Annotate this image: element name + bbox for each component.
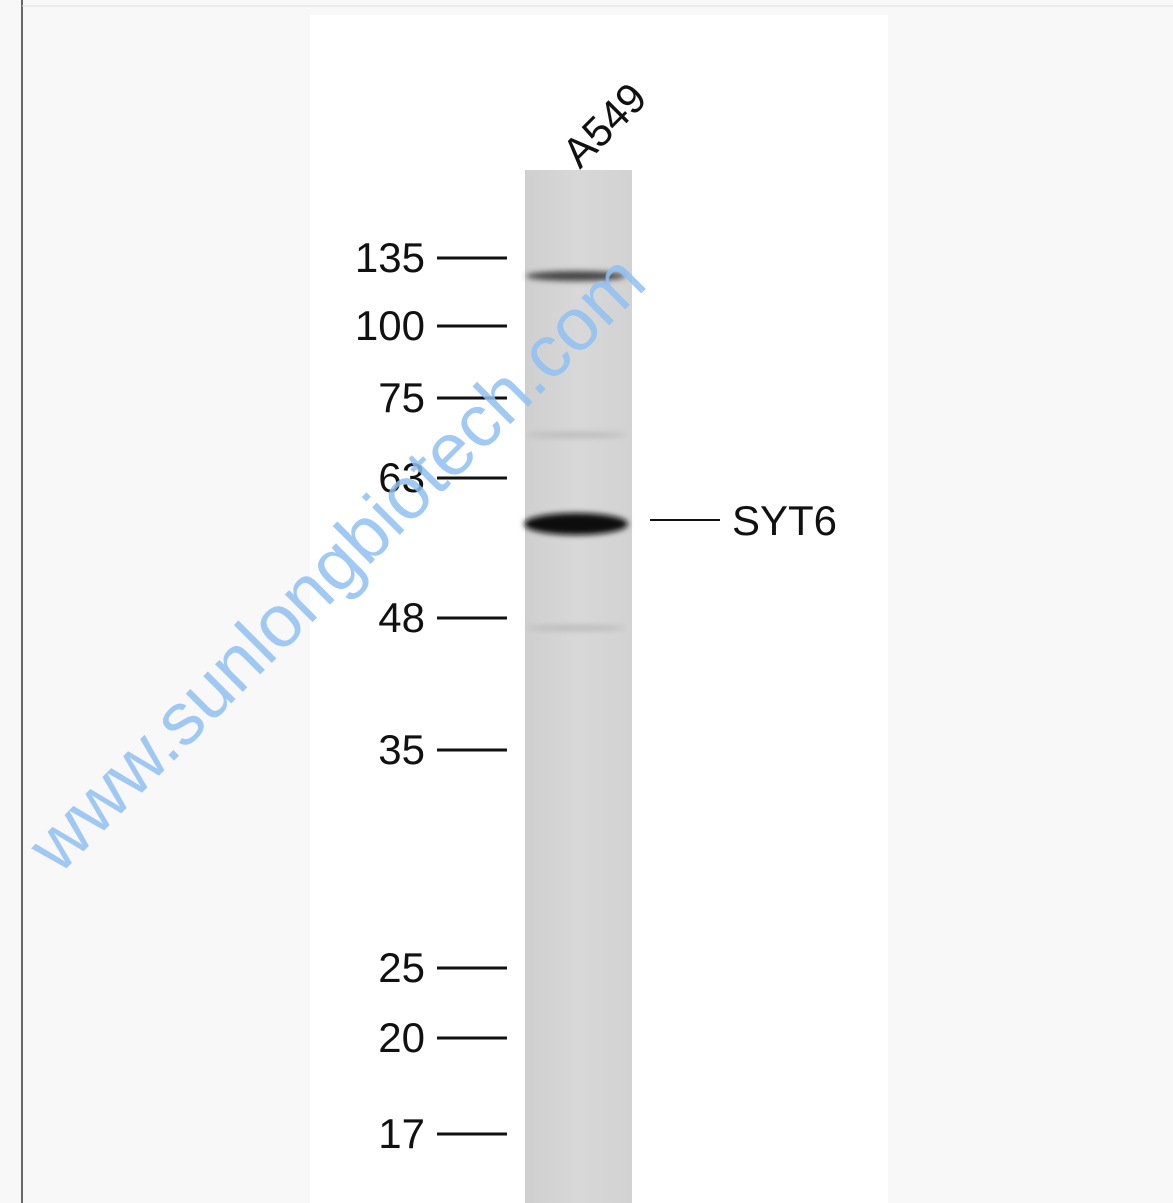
marker-label: 35 — [378, 726, 425, 773]
faint-band — [526, 432, 626, 438]
faint-band — [526, 625, 626, 631]
marker-label: 75 — [378, 374, 425, 421]
marker-label: 48 — [378, 594, 425, 641]
marker-label: 25 — [378, 944, 425, 991]
screenshot: A549 SYT6 13510075634835252017 www.sunlo… — [0, 0, 1173, 1203]
band-label: SYT6 — [732, 497, 837, 544]
marker-label: 20 — [378, 1014, 425, 1061]
marker-label: 100 — [355, 302, 425, 349]
marker-label: 17 — [378, 1110, 425, 1157]
band — [524, 513, 628, 535]
marker-label: 135 — [355, 234, 425, 281]
